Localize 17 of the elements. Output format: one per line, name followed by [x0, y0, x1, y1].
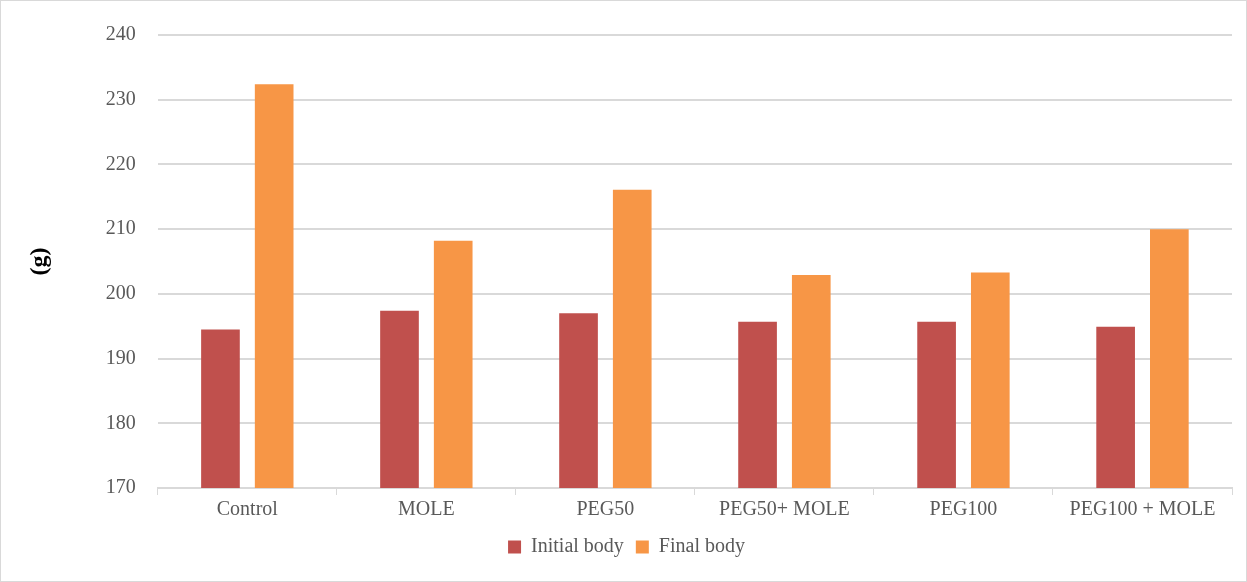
y-tick-label: 170 [105, 475, 136, 498]
y-tick-label: 210 [105, 216, 136, 239]
y-tick-label: 200 [105, 281, 136, 304]
x-tick-label: PEG50+ MOLE [719, 497, 850, 520]
x-tick-label: PEG100 [929, 497, 998, 520]
y-tick-label: 230 [105, 86, 136, 109]
y-axis-title: (g) [24, 247, 51, 276]
legend-label: Initial body [531, 534, 624, 558]
x-tick-label: MOLE [398, 497, 455, 520]
y-tick-label: 240 [105, 22, 136, 45]
y-tick-label: 220 [105, 151, 136, 174]
x-tick-label: PEG100 + MOLE [1069, 497, 1216, 520]
y-tick-label: 190 [105, 345, 136, 368]
x-tick-label: PEG50 [576, 497, 635, 520]
x-tick-label: Control [216, 497, 279, 520]
legend-label: Final body [658, 534, 745, 558]
y-tick-label: 180 [105, 410, 136, 433]
